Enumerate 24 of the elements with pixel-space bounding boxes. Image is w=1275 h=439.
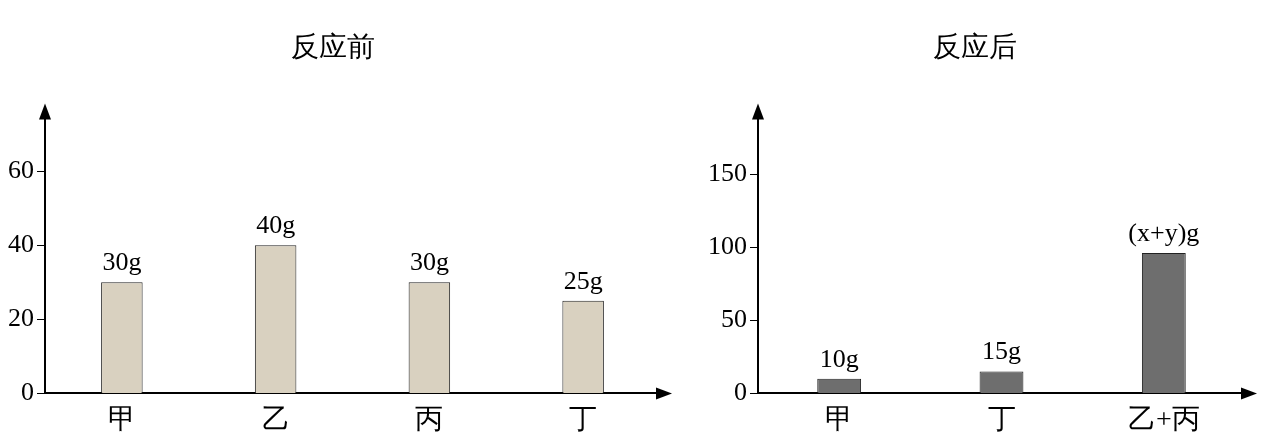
data-label: 25g	[563, 265, 603, 295]
chart-title: 反应前	[290, 31, 375, 63]
y-tick-label: 50	[721, 304, 747, 334]
chart-title: 反应后	[933, 31, 1017, 63]
y-tick-label: 60	[8, 154, 34, 184]
data-label: 10g	[819, 343, 859, 373]
x-tick-label: 丙	[415, 402, 444, 434]
y-tick-label: 100	[708, 231, 747, 261]
y-tick-label: 20	[8, 303, 34, 333]
y-tick-label: 150	[708, 157, 747, 187]
data-label: (x+y)g	[1128, 217, 1200, 247]
y-tick-label: 0	[21, 377, 34, 407]
y-tick-label: 40	[8, 229, 34, 259]
data-label: 15g	[982, 336, 1021, 366]
x-tick-label: 甲	[107, 402, 136, 434]
x-tick-label: 甲	[825, 402, 854, 434]
data-label: 30g	[102, 247, 142, 277]
x-tick-label: 乙	[261, 402, 290, 434]
x-tick-label: 丁	[987, 402, 1016, 434]
data-label: 40g	[256, 210, 296, 240]
y-tick-label: 0	[734, 377, 747, 407]
data-label: 30g	[409, 247, 449, 277]
x-tick-label: 乙+丙	[1127, 402, 1200, 434]
x-tick-label: 丁	[569, 402, 598, 434]
